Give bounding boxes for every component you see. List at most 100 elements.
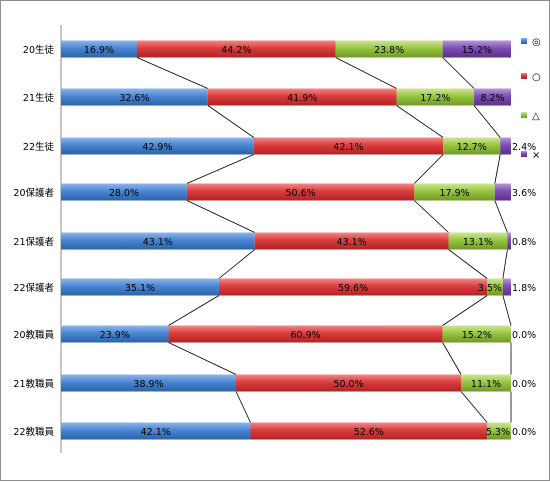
data-label: 42.1% [333,142,363,153]
series-line [460,391,488,423]
bar-segment-circle [236,374,462,392]
bar-segment-cross [507,232,511,250]
data-label: 2.4% [512,142,536,153]
data-label: 12.7% [457,142,487,153]
data-label: 23.9% [100,330,130,341]
data-label: 16.9% [84,45,114,56]
category-label: 22教職員 [13,426,54,438]
category-label: 20生徒 [23,44,55,56]
bar-segment-double-circle [61,137,254,155]
data-label: 28.0% [109,188,139,199]
legend-label-cross: × [532,150,540,161]
series-line [136,57,209,89]
data-label: 52.6% [354,427,384,438]
bar-segment-double-circle [61,422,251,440]
bar-segment-double-circle [61,40,137,58]
category-label: 22生徒 [23,141,55,153]
data-label: 38.9% [133,379,163,390]
bar-segment-triangle [414,183,495,201]
series-line [473,105,501,138]
data-label: 15.2% [462,45,492,56]
bar-segment-cross [494,183,511,201]
bar-segment-triangle [487,422,511,440]
bar-segment-circle [207,88,397,106]
series-line [396,105,444,138]
series-line [448,249,488,279]
series-line [168,295,220,326]
legend: ◎ ○ △ × [521,37,541,161]
series-line [414,200,449,233]
bar-segment-cross [474,88,511,106]
legend-swatch-double-circle [521,38,527,44]
data-label: 8.2% [480,93,504,104]
bar-segment-cross [500,137,511,155]
bar-segment-double-circle [61,325,169,343]
data-label: 50.6% [286,188,316,199]
bar-segment-triangle [443,137,501,155]
legend-label-double-circle: ◎ [532,37,541,48]
series-line [335,57,397,89]
bar-segment-double-circle [61,88,208,106]
data-label: 0.0% [512,427,536,438]
data-label: 42.9% [142,142,172,153]
bar-segment-triangle [448,232,508,250]
series-line [502,249,508,279]
data-label: 17.9% [439,188,469,199]
bar-segment-double-circle [61,374,237,392]
bar-segment-triangle [335,40,443,58]
bar-segment-circle [250,422,488,440]
legend-swatch-circle [521,73,527,79]
data-label: 32.6% [119,93,149,104]
legend-label-triangle: △ [532,111,540,122]
category-label: 21教職員 [13,378,54,390]
data-label: 23.8% [374,45,404,56]
category-label: 21保護者 [13,236,54,248]
category-label: 20保護者 [13,187,54,199]
data-label: 42.1% [141,427,171,438]
bar-segment-triangle [461,374,511,392]
data-label: 43.1% [143,237,173,248]
bar-segment-circle [186,183,415,201]
series-line [168,342,237,375]
bar-segment-double-circle [61,232,255,250]
legend-swatch-cross [521,151,527,157]
series-line [442,342,462,375]
series-line [218,249,256,279]
data-label: 50.0% [333,379,363,390]
bar-segment-triangle [396,88,475,106]
category-labels: 20生徒 21生徒 22生徒 20保護者 21保護者 22保護者 20教職員 21教職員 22教… [13,44,54,438]
data-labels: 16.9% 44.2% 23.8% 15.2% 32.6% 41.9% 17.2% 8.2% 4… [84,45,536,438]
bar-segment-circle [218,278,488,296]
bar-segment-triangle [442,325,511,343]
bar-segment-cross [502,278,511,296]
legend-swatch-triangle [521,112,527,118]
bar-segment-circle [254,232,449,250]
bars [61,40,511,440]
data-label: 11.1% [471,379,501,390]
bar-segment-circle [253,137,444,155]
series-line [494,200,508,233]
data-label: 5.3% [486,427,510,438]
series-line [235,391,251,423]
bar-segment-cross [442,40,511,58]
data-label: 0.8% [512,237,536,248]
data-label: 3.6% [512,188,536,199]
legend-label-circle: ○ [532,72,541,83]
data-label: 60.9% [290,330,320,341]
data-label: 13.1% [463,237,493,248]
series-line [502,295,512,326]
series-line [442,57,475,89]
bar-segment-circle [136,40,336,58]
data-label: 0.0% [512,330,536,341]
data-label: 1.8% [512,283,536,294]
category-label: 22保護者 [13,282,54,294]
series-line [186,200,255,233]
bar-segment-double-circle [61,183,187,201]
data-label: 41.9% [287,93,317,104]
data-label: 3.5% [478,283,502,294]
data-label: 17.2% [420,93,450,104]
bar-segment-circle [168,325,443,343]
series-line [414,154,444,184]
